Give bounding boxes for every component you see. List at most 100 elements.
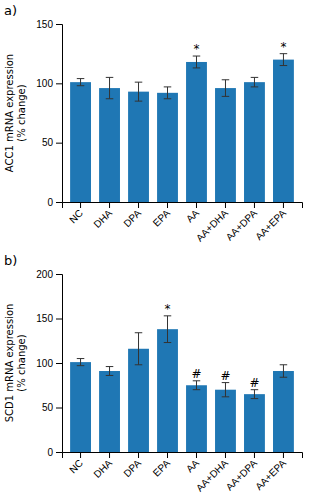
- error-bar-stem: [225, 80, 226, 97]
- error-bar-cap: [106, 77, 114, 78]
- y-tick: 200: [36, 269, 62, 280]
- panel: 050100150200NCDHADPAEPAAAAA+DHAAA+DPAAA+…: [4, 253, 303, 494]
- y-axis-label: SCD1 mRNA expression(% change): [4, 304, 27, 423]
- tick-mark: [56, 363, 62, 364]
- tick-mark: [225, 452, 226, 458]
- error-bar: [135, 333, 143, 365]
- error-bar-stem: [196, 56, 197, 68]
- tick-mark: [56, 319, 62, 320]
- error-bar-stem: [138, 82, 139, 101]
- bar: [157, 329, 178, 452]
- x-tick: DHA: [91, 452, 114, 480]
- error-bar-cap: [77, 85, 85, 86]
- tick-mark: [138, 452, 139, 458]
- y-axis-label-line: SCD1 mRNA expression: [4, 304, 15, 423]
- y-axis: 0 50 100 150: [36, 19, 62, 208]
- tick-mark: [254, 202, 255, 208]
- tick-mark: [80, 202, 81, 208]
- y-tick: 50: [42, 402, 62, 413]
- error-bar-cap: [164, 86, 172, 87]
- error-bar-cap: [222, 396, 230, 397]
- tick-label: 0: [47, 447, 53, 458]
- tick-mark: [225, 202, 226, 208]
- bar: [215, 88, 236, 202]
- tick-label: AA: [184, 207, 201, 224]
- error-bar: [193, 381, 201, 390]
- x-tick: AA: [184, 452, 201, 475]
- tick-mark: [56, 202, 62, 203]
- bar: [99, 88, 120, 202]
- bar: [215, 390, 236, 452]
- y-tick: 100: [36, 358, 62, 369]
- tick-mark: [56, 274, 62, 275]
- tick-mark: [196, 452, 197, 458]
- error-bar-stem: [80, 79, 81, 86]
- tick-mark: [283, 202, 284, 208]
- annotations: **: [193, 40, 286, 56]
- tick-label: AA+DPA: [224, 457, 260, 493]
- x-tick: DPA: [121, 452, 143, 479]
- error-bar-cap: [106, 375, 114, 376]
- error-bar-stem: [109, 77, 110, 98]
- tick-mark: [196, 202, 197, 208]
- error-bar: [280, 365, 288, 377]
- y-tick: 100: [36, 78, 62, 89]
- bar: [157, 93, 178, 202]
- error-bar: [280, 54, 288, 66]
- y-axis-label-line: ACC1 mRNA expression: [4, 54, 15, 172]
- tick-label: AA+DPA: [224, 207, 260, 243]
- bar: [186, 385, 207, 452]
- tick-label: DPA: [121, 457, 143, 479]
- error-bar-cap: [164, 342, 172, 343]
- tick-mark: [56, 408, 62, 409]
- tick-label: 0: [47, 197, 53, 208]
- tick-label: DPA: [121, 207, 143, 229]
- tick-label: 150: [36, 19, 53, 30]
- annotation: *: [193, 42, 199, 56]
- tick-mark: [80, 452, 81, 458]
- y-tick: 0: [47, 447, 62, 458]
- tick-mark: [56, 452, 62, 453]
- tick-label: NC: [67, 457, 85, 475]
- error-bar-cap: [222, 79, 230, 80]
- x-tick: DPA: [121, 202, 143, 229]
- error-bar: [164, 87, 172, 99]
- error-bar-stem: [138, 333, 139, 365]
- bar: [273, 60, 294, 202]
- y-tick: 150: [36, 313, 62, 324]
- annotation: *: [165, 302, 171, 316]
- error-bar: [106, 367, 114, 376]
- error-bar-cap: [135, 364, 143, 365]
- error-bar-stem: [109, 367, 110, 376]
- plot-area: 050100150200NCDHADPAEPAAAAA+DHAAA+DPAAA+…: [36, 269, 302, 494]
- x-tick: AA+EPA: [253, 202, 288, 242]
- error-bar-cap: [251, 398, 259, 399]
- tick-label: NC: [67, 207, 85, 225]
- error-bar-stem: [283, 365, 284, 377]
- bar: [70, 362, 91, 452]
- tick-mark: [109, 452, 110, 458]
- x-tick: AA+EPA: [253, 452, 288, 492]
- y-tick: 150: [36, 19, 62, 30]
- tick-mark: [283, 452, 284, 458]
- annotation: #: [191, 367, 201, 381]
- marks: [70, 316, 294, 452]
- x-tick: EPA: [151, 202, 173, 229]
- plot-area: 050100150NCDHADPAEPAAAAA+DHAAA+DPAAA+EPA…: [36, 19, 302, 244]
- error-bar: [135, 82, 143, 101]
- bar: [273, 371, 294, 452]
- y-tick: 50: [42, 137, 62, 148]
- x-axis: NCDHADPAEPAAAAA+DHAAA+DPAAA+EPA: [63, 452, 303, 494]
- tick-label: AA+EPA: [253, 457, 288, 492]
- tick-label: DHA: [91, 207, 114, 230]
- error-bar-stem: [254, 77, 255, 86]
- bar: [244, 394, 265, 452]
- tick-label: AA: [184, 457, 201, 474]
- error-bar: [164, 316, 172, 343]
- tick-mark: [56, 83, 62, 84]
- error-bar: [193, 56, 201, 68]
- y-axis-label: ACC1 mRNA expression(% change): [4, 54, 27, 172]
- title: b): [4, 253, 17, 268]
- error-bar-cap: [135, 101, 143, 102]
- x-axis: NCDHADPAEPAAAAA+DHAAA+DPAAA+EPA: [63, 202, 303, 244]
